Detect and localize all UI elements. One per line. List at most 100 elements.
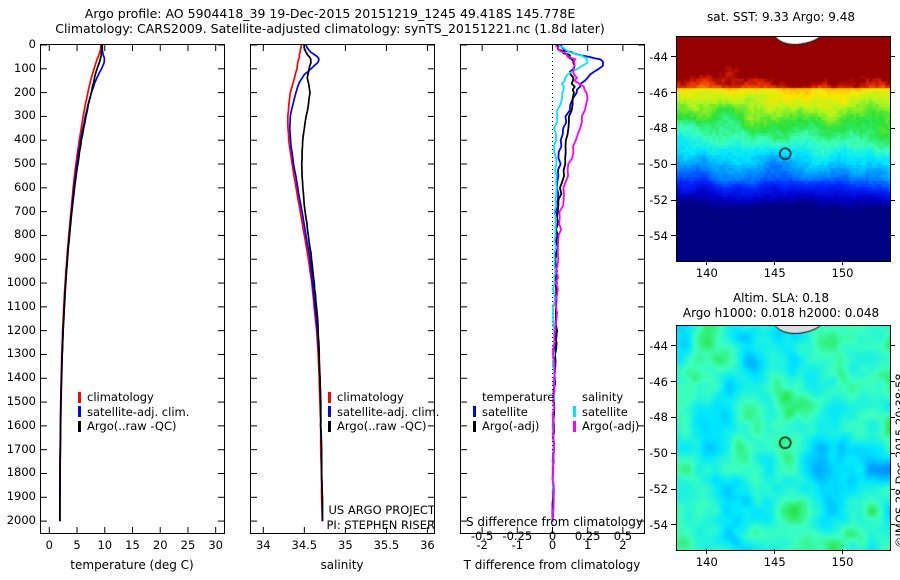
map-longitude-tick-label: 145: [763, 266, 786, 280]
map-latitude-tick-label: -54: [649, 517, 668, 532]
temperature-profile-panel: [40, 44, 225, 534]
map-tick-mark: [706, 260, 708, 265]
map-tick-mark: [890, 488, 895, 490]
map-tick-mark: [890, 524, 895, 526]
depth-tick-label: 1900: [6, 489, 36, 504]
legend-color-swatch: [573, 406, 576, 418]
sla-map[interactable]: [676, 325, 891, 551]
depth-tick-label: 1100: [6, 298, 36, 313]
map-tick-mark: [774, 260, 776, 265]
map-tick-mark: [890, 416, 895, 418]
difference-plot-lines: [461, 45, 644, 533]
legend-column-header: salinity: [582, 390, 624, 404]
difference-xticks-salinity: -0.5 -0.25 0 0.25 0.5: [0, 0, 900, 543]
title-line-2: Climatology: CARS2009. Satellite-adjuste…: [55, 21, 605, 36]
depth-tick-label: 1600: [6, 417, 36, 432]
sst-map-latitude-ticks: -44 -46 -48 -50 -52 -54: [0, 0, 900, 243]
map-tick-mark: [671, 127, 676, 129]
legend-label: climatology: [87, 390, 154, 404]
x-tick-label: 0: [548, 529, 557, 543]
legend-item: satellite: [573, 405, 639, 420]
sst-map[interactable]: [676, 36, 891, 262]
map-tick-mark: [890, 127, 895, 129]
legend-label: Argo(..raw -QC): [87, 419, 177, 433]
x-tick-label: 0: [548, 538, 557, 552]
legend-item: satellite-adj. clim.: [78, 405, 189, 420]
salinity-profile-panel: [250, 44, 435, 534]
legend-label: climatology: [337, 390, 404, 404]
map-tick-mark: [671, 416, 676, 418]
depth-tick-label: 300: [14, 108, 36, 123]
legend-color-swatch: [78, 406, 81, 418]
map-longitude-tick-label: 140: [695, 555, 718, 569]
sla-map-header: Altim. SLA: 0.18 Argo h1000: 0.018 h2000…: [666, 291, 896, 320]
x-tick-label: 15: [125, 538, 140, 552]
copyright-text: ©IMOS 28-Dec-2015 20:38:58: [893, 373, 900, 548]
x-tick-label: 20: [152, 538, 168, 552]
map-latitude-tick-label: -54: [649, 228, 668, 243]
map-tick-mark: [890, 92, 895, 94]
sst-map-header: sat. SST: 9.33 Argo: 9.48: [706, 10, 856, 24]
map-tick-mark: [671, 524, 676, 526]
depth-tick-label: 700: [14, 203, 36, 218]
legend-color-swatch: [328, 420, 331, 432]
x-tick-label: 2: [619, 538, 627, 552]
map-latitude-tick-label: -50: [649, 446, 668, 461]
salinity-plot-lines: [251, 45, 434, 533]
legend-column: temperature satellite Argo(-adj): [473, 390, 554, 434]
x-tick-label: 25: [180, 538, 196, 552]
map-tick-mark: [890, 235, 895, 237]
legend-column: salinity satellite Argo(-adj): [573, 390, 639, 434]
legend-label: satellite: [482, 404, 528, 419]
map-longitude-tick-label: 150: [831, 555, 854, 569]
legend-label: satellite: [582, 404, 628, 419]
legend-color-swatch: [78, 420, 81, 432]
x-tick-label: 1: [584, 538, 592, 552]
depth-tick-label: 1800: [6, 465, 36, 480]
depth-tick-label: 900: [14, 251, 36, 266]
legend-item: satellite: [473, 405, 554, 420]
legend-color-swatch: [473, 406, 476, 418]
map-latitude-tick-label: -46: [649, 374, 668, 389]
map-longitude-tick-label: 145: [763, 555, 786, 569]
depth-tick-label: 100: [14, 60, 36, 75]
map-tick-mark: [890, 452, 895, 454]
salinity-xticks: 34 34.5 35 35.5 36: [0, 0, 900, 552]
map-tick-mark: [890, 345, 895, 347]
map-tick-mark: [671, 345, 676, 347]
depth-tick-label: 200: [14, 84, 36, 99]
x-tick-label: 30: [208, 538, 223, 552]
difference-legend: temperature satellite Argo(-adj) salinity sa…: [473, 390, 648, 440]
credit-line-1: US ARGO PROJECT: [328, 503, 435, 517]
legend-item: Argo(..raw -QC): [78, 419, 189, 434]
legend-item: climatology: [78, 390, 189, 405]
map-tick-mark: [890, 199, 895, 201]
legend-label: Argo(-adj): [582, 419, 640, 433]
map-longitude-tick-label: 140: [695, 266, 718, 280]
x-tick-label: -1: [511, 538, 524, 552]
legend-label: Argo(-adj): [482, 419, 540, 433]
map-tick-mark: [671, 488, 676, 490]
map-latitude-tick-label: -52: [649, 482, 668, 497]
temperature-axis-title: temperature (deg C): [70, 558, 194, 572]
map-tick-mark: [671, 235, 676, 237]
map-longitude-tick-label: 150: [831, 266, 854, 280]
depth-tick-label: 1500: [6, 394, 36, 409]
figure-title: Argo profile: AO 5904418_39 19-Dec-2015 …: [0, 6, 660, 36]
map-latitude-tick-label: -44: [649, 338, 668, 353]
x-tick-label: 35.5: [373, 538, 400, 552]
map-tick-mark: [671, 452, 676, 454]
temperature-plot-lines: [41, 45, 224, 533]
x-tick-label: -0.5: [470, 529, 494, 543]
legend-label: satellite-adj. clim.: [337, 404, 440, 419]
legend-column-header: temperature: [482, 390, 555, 404]
map-tick-mark: [671, 92, 676, 94]
legend-item: climatology: [328, 390, 439, 405]
map-tick-mark: [890, 163, 895, 165]
map-latitude-tick-label: -48: [649, 410, 668, 425]
legend-item: Argo(-adj): [473, 419, 554, 434]
map-tick-mark: [774, 549, 776, 554]
map-tick-mark: [671, 56, 676, 58]
temperature-difference-axis-title: T difference from climatology: [463, 558, 641, 572]
